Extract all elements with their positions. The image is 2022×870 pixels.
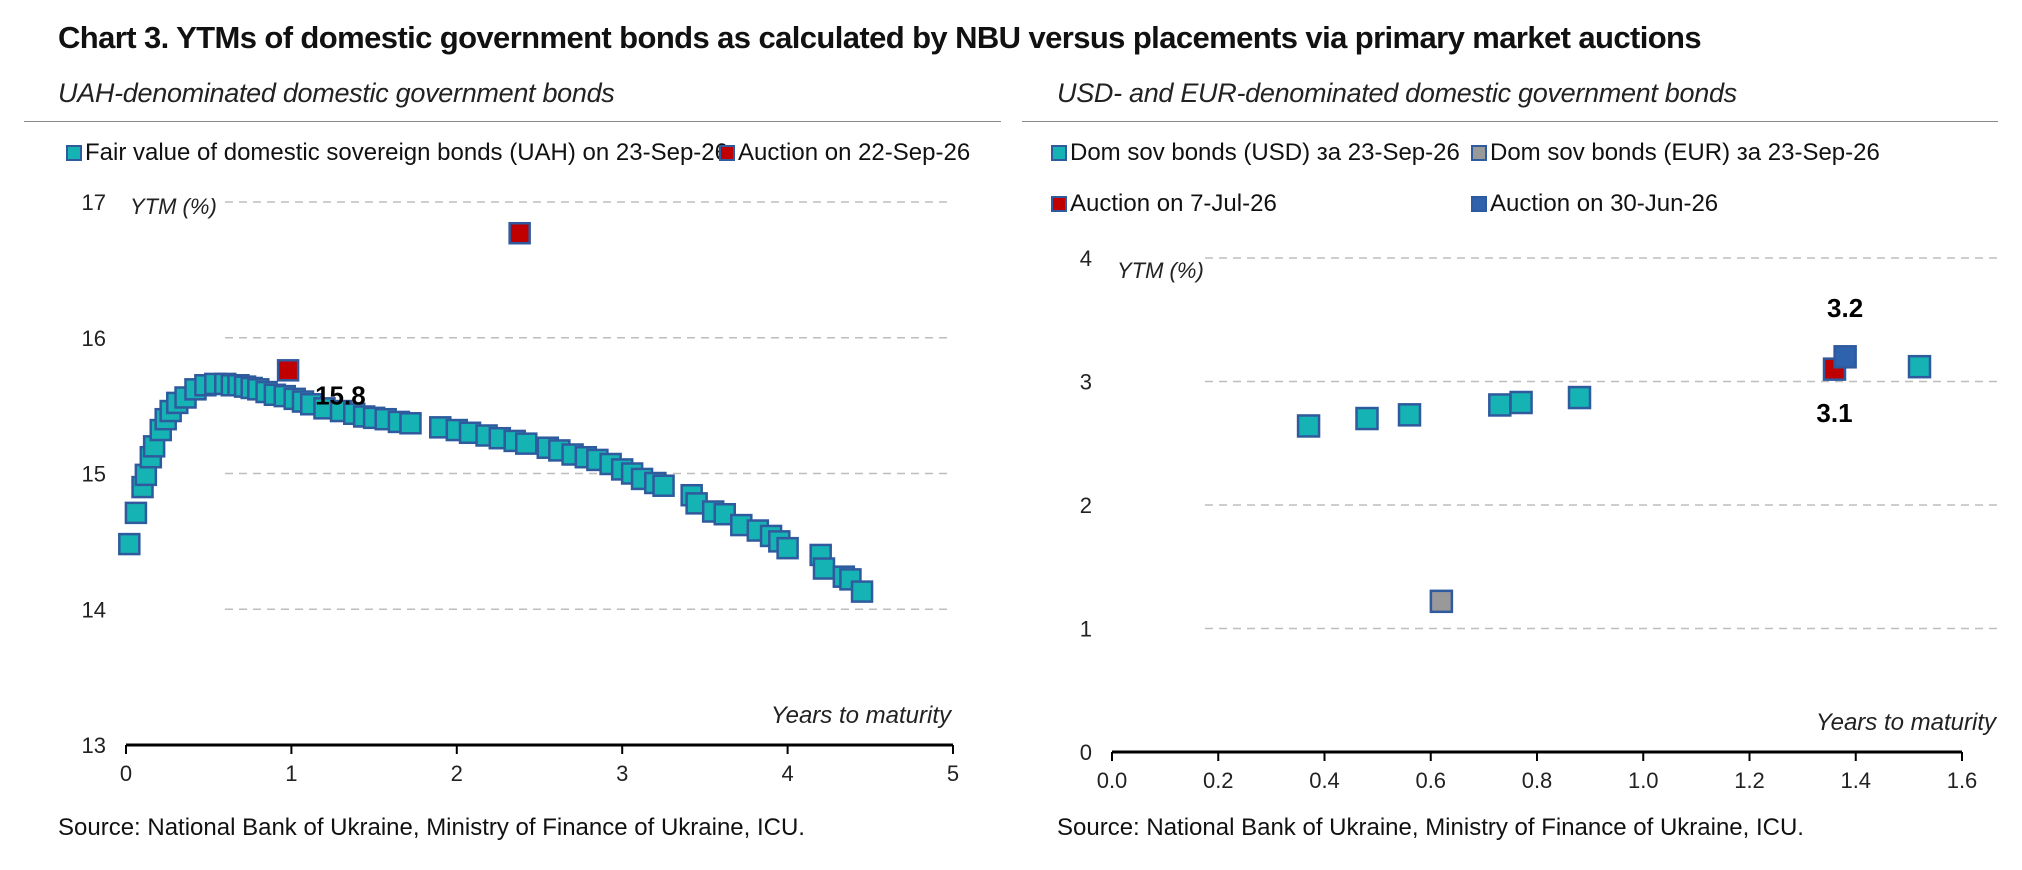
- left-x-tick-label: 2: [451, 761, 463, 786]
- left-data-point: [812, 557, 836, 580]
- legend-item-auction-30-jun: Auction on 30-Jun-26: [1471, 190, 1718, 218]
- left-x-tick-label: 0: [120, 761, 132, 786]
- left-y-tick-label: 14: [82, 597, 106, 622]
- right-x-tick-label: 0.4: [1309, 768, 1340, 793]
- legend-swatch-red: [719, 145, 735, 161]
- right-x-tick-label: 0.8: [1522, 768, 1553, 793]
- right-data-point: [1296, 414, 1321, 438]
- left-data-point: [850, 580, 874, 603]
- right-x-tick-label: 0.6: [1415, 768, 1446, 793]
- right-data-label: 3.2: [1827, 293, 1863, 323]
- right-x-axis-title: Years to maturity: [1816, 709, 1998, 736]
- right-divider: [1022, 121, 1998, 122]
- legend-label: Auction on 7-Jul-26: [1070, 190, 1277, 217]
- left-chart-subtitle: UAH-denominated domestic government bond…: [58, 78, 615, 108]
- legend-item-eur-bonds: Dom sov bonds (EUR) за 23-Sep-26: [1471, 139, 1880, 167]
- left-y-tick-label: 15: [82, 462, 106, 487]
- right-x-tick-label: 0.2: [1203, 768, 1234, 793]
- left-x-axis-title: Years to maturity: [771, 702, 953, 729]
- left-x-tick-label: 3: [616, 761, 628, 786]
- legend-label: Dom sov bonds (EUR) за 23-Sep-26: [1490, 139, 1880, 166]
- right-data-point: [1907, 354, 1932, 379]
- right-x-tick-label: 1.4: [1840, 768, 1871, 793]
- right-x-tick-label: 0.0: [1097, 768, 1128, 793]
- left-data-point: [652, 474, 675, 497]
- left-x-tick-label: 1: [285, 761, 297, 786]
- right-chart-subtitle: USD- and EUR-denominated domestic govern…: [1057, 78, 1737, 108]
- left-data-point: [124, 501, 148, 525]
- right-x-tick-label: 1.6: [1947, 768, 1978, 793]
- right-data-point: [1429, 589, 1454, 614]
- chart-title: Chart 3. YTMs of domestic government bon…: [58, 20, 1702, 55]
- right-y-tick-label: 4: [1080, 246, 1092, 271]
- left-y-tick-label: 17: [82, 190, 106, 215]
- left-y-tick-label: 13: [82, 733, 106, 758]
- legend-item-auction-22-sep: Auction on 22-Sep-26: [719, 139, 970, 167]
- legend-swatch-grey: [1471, 145, 1487, 161]
- left-data-point: [776, 536, 799, 560]
- right-y-axis-title: YTM (%): [1117, 258, 1204, 283]
- right-data-point: [1488, 393, 1512, 417]
- right-x-tick-label: 1.2: [1734, 768, 1765, 793]
- legend-item-auction-7-jul: Auction on 7-Jul-26: [1051, 190, 1277, 218]
- legend-swatch-teal: [1051, 145, 1067, 161]
- right-data-point: [1567, 385, 1592, 410]
- left-data-point: [508, 221, 531, 245]
- legend-label: Fair value of domestic sovereign bonds (…: [85, 139, 728, 166]
- left-data-point: [399, 412, 422, 435]
- left-x-tick-label: 5: [947, 761, 959, 786]
- left-x-tick-label: 4: [781, 761, 793, 786]
- right-y-tick-label: 3: [1080, 370, 1092, 395]
- legend-swatch-blue: [1471, 196, 1487, 212]
- right-data-point: [1833, 345, 1857, 369]
- right-x-tick-label: 1.0: [1628, 768, 1659, 793]
- left-source-note: Source: National Bank of Ukraine, Minist…: [58, 814, 805, 841]
- right-data-point: [1509, 390, 1533, 415]
- legend-swatch-teal: [66, 145, 82, 161]
- left-y-axis-title: YTM (%): [130, 194, 217, 219]
- right-y-tick-label: 0: [1080, 740, 1092, 765]
- legend-label: Dom sov bonds (USD) за 23-Sep-26: [1070, 139, 1460, 166]
- left-data-point: [515, 432, 538, 455]
- right-y-tick-label: 2: [1080, 493, 1092, 518]
- left-data-label: 15.8: [315, 380, 366, 410]
- left-data-point: [276, 359, 300, 382]
- legend-label: Auction on 30-Jun-26: [1490, 190, 1719, 217]
- legend-label: Auction on 22-Sep-26: [738, 139, 971, 166]
- left-divider: [24, 121, 1001, 122]
- right-data-point: [1397, 403, 1422, 427]
- left-y-tick-label: 16: [82, 326, 106, 351]
- legend-item-usd-bonds: Dom sov bonds (USD) за 23-Sep-26: [1051, 139, 1460, 167]
- right-data-label: 3.1: [1816, 398, 1852, 428]
- legend-swatch-red: [1051, 196, 1067, 212]
- left-data-point: [118, 532, 141, 556]
- legend-item-uah-fair-value: Fair value of domestic sovereign bonds (…: [66, 139, 728, 167]
- right-y-tick-label: 1: [1080, 617, 1092, 642]
- right-data-point: [1355, 406, 1379, 431]
- right-source-note: Source: National Bank of Ukraine, Minist…: [1057, 814, 1804, 841]
